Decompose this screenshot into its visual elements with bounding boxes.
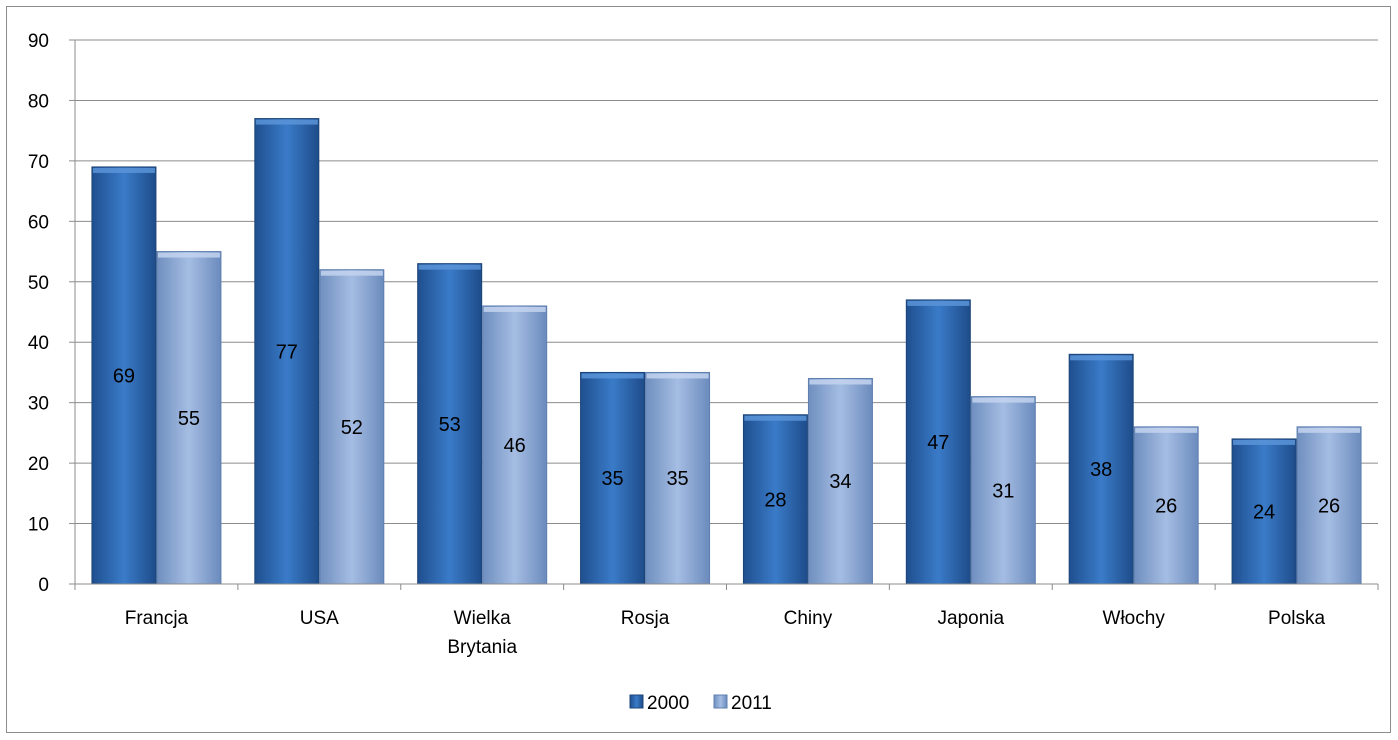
y-tick-label: 20 (28, 454, 49, 475)
bar-2011 (807, 377, 873, 585)
bar-2011 (1133, 426, 1199, 585)
y-tick-label: 80 (28, 91, 49, 112)
bar-bevel (255, 119, 318, 125)
bar-bevel (1298, 427, 1361, 433)
data-label: 52 (341, 417, 363, 439)
legend-swatch-2011 (713, 694, 728, 709)
x-tick-label: Japonia (938, 608, 1005, 629)
y-tick-label: 10 (28, 515, 49, 536)
data-label: 35 (666, 468, 688, 490)
data-label: 53 (439, 414, 461, 436)
x-tick-label: Włochy (1103, 608, 1166, 629)
bar-2011 (1296, 426, 1362, 585)
bar-2000 (417, 263, 483, 585)
y-axis: 0 10 20 30 40 50 60 70 80 90 (28, 31, 76, 596)
x-tick-label: USA (300, 608, 339, 629)
bar-bevel (1233, 439, 1296, 445)
data-label: 77 (276, 341, 298, 363)
data-label: 34 (829, 471, 851, 493)
bar-2000 (905, 299, 971, 585)
data-label: 26 (1318, 495, 1340, 517)
y-tick-label: 50 (28, 273, 49, 294)
x-tick-label: Francja (125, 608, 189, 629)
bar-2000 (580, 371, 646, 585)
bar-bevel (907, 300, 970, 306)
data-labels: 69 55 77 52 53 46 35 35 28 34 47 31 38 26 24 26 (113, 341, 1340, 523)
bar-2011 (156, 251, 222, 585)
bar-2011 (482, 305, 548, 585)
bars (91, 118, 1362, 585)
data-label: 46 (504, 435, 526, 457)
x-tick-label: Chiny (784, 608, 833, 629)
bar-bevel (646, 373, 709, 379)
x-tick-label: Polska (1268, 608, 1325, 629)
data-label: 47 (927, 432, 949, 454)
bar-2000 (1231, 438, 1297, 585)
data-label: 31 (992, 480, 1014, 502)
legend-label-2000: 2000 (647, 693, 689, 714)
bar-bevel (1135, 427, 1198, 433)
data-label: 69 (113, 365, 135, 387)
y-tick-label: 90 (28, 31, 49, 52)
data-label: 38 (1090, 459, 1112, 481)
x-tick-label: Wielka Brytania (447, 608, 517, 658)
x-tick-label: Rosja (621, 608, 670, 629)
y-tick-label: 40 (28, 333, 49, 354)
bar-bevel (581, 373, 644, 379)
data-label: 26 (1155, 495, 1177, 517)
x-axis: Francja USA Wielka Brytania Rosja Chiny Japoni… (74, 583, 1379, 658)
bar-bevel (972, 397, 1035, 403)
bar-2011 (970, 396, 1036, 585)
chart-frame (6, 6, 1391, 733)
data-label: 55 (178, 408, 200, 430)
legend-label-2011: 2011 (731, 693, 772, 714)
legend: 2000 2011 (629, 693, 772, 714)
bar-bevel (92, 167, 155, 173)
bar-bevel (809, 379, 872, 385)
bar-2011 (319, 269, 385, 585)
bar-bevel (744, 415, 807, 421)
bar-bevel (157, 252, 220, 258)
bar-bevel (320, 270, 383, 276)
legend-swatch-2000 (629, 694, 644, 709)
y-tick-label: 0 (38, 575, 49, 596)
data-label: 28 (764, 489, 786, 511)
data-label: 35 (601, 468, 623, 490)
bar-2000 (742, 414, 808, 585)
bar-2000 (91, 166, 157, 585)
bar-bevel (483, 306, 546, 312)
data-label: 24 (1253, 501, 1275, 523)
bar-bevel (1070, 355, 1133, 361)
bar-bevel (418, 264, 481, 270)
bar-2000 (254, 118, 320, 585)
y-tick-label: 60 (28, 212, 49, 233)
y-tick-label: 30 (28, 394, 49, 415)
y-tick-label: 70 (28, 152, 49, 173)
bar-2011 (645, 371, 711, 585)
